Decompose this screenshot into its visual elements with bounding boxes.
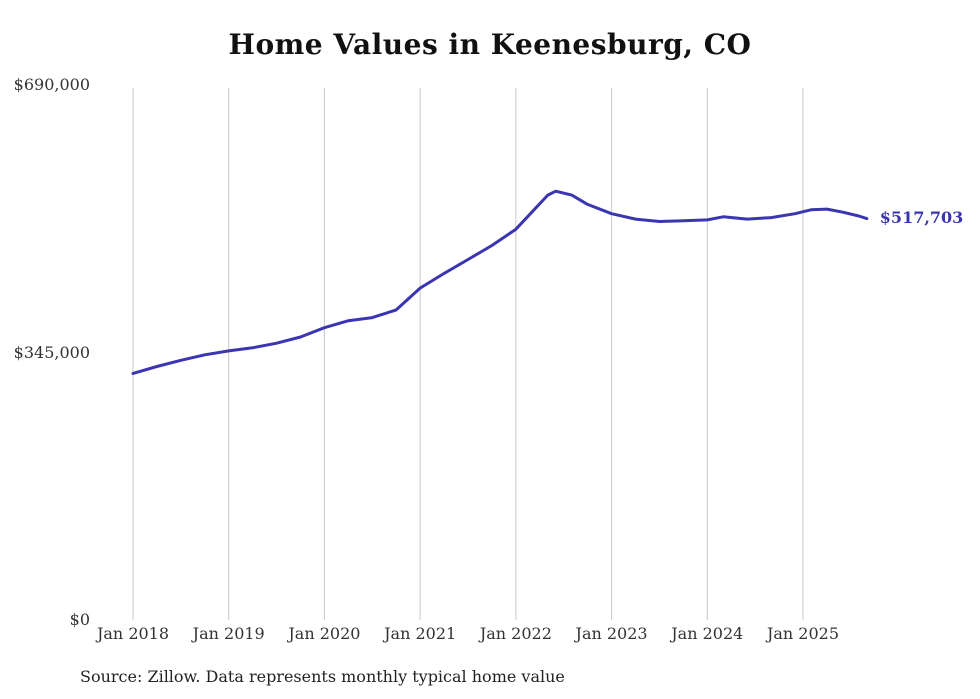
y-axis: $0 $345,000 $690,000 (0, 0, 90, 699)
x-tick-label: Jan 2018 (96, 624, 170, 643)
x-tick-label: Jan 2024 (671, 624, 744, 643)
x-tick-label: Jan 2021 (384, 624, 457, 643)
x-axis: Jan 2018 Jan 2019 Jan 2020 Jan 2021 Jan 2022… (0, 624, 980, 648)
source-note: Source: Zillow. Data represents monthly … (80, 667, 565, 686)
chart-title: Home Values in Keenesburg, CO (228, 28, 752, 61)
x-tick-label: Jan 2025 (766, 624, 840, 643)
x-tick-label: Jan 2023 (575, 624, 648, 643)
y-tick-label: $0 (69, 610, 90, 629)
y-tick-label: $690,000 (13, 75, 90, 94)
latest-value-label: $517,703 (879, 207, 964, 227)
y-tick-label: $345,000 (13, 342, 90, 362)
x-tick-label: Jan 2019 (192, 624, 265, 643)
value-line (131, 189, 869, 375)
x-tick-label: Jan 2020 (288, 624, 361, 643)
x-tick-label: Jan 2022 (479, 624, 552, 643)
